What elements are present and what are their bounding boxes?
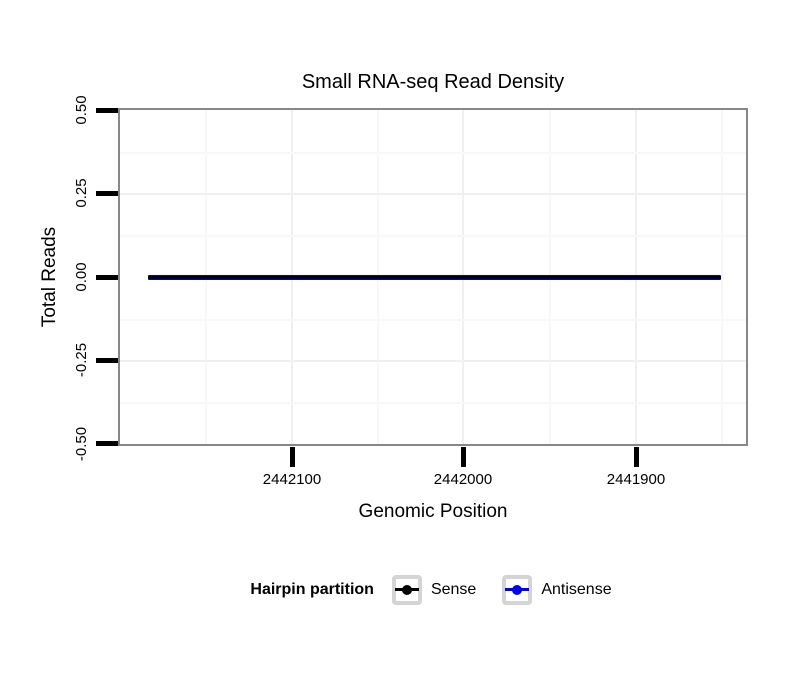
- legend-key-antisense: [502, 575, 533, 605]
- x-axis-tick: [290, 447, 295, 467]
- x-tick-label: 2442100: [262, 471, 322, 488]
- gridline-major-h: [120, 193, 746, 195]
- y-tick-label: -0.25: [73, 342, 90, 378]
- x-axis-title: Genomic Position: [358, 501, 508, 522]
- data-line-sense: [148, 276, 721, 279]
- y-tick-label: 0.25: [73, 178, 90, 208]
- antisense-dot-icon: [512, 585, 523, 595]
- y-axis-tick: [96, 441, 118, 446]
- legend-label-sense: Sense: [430, 581, 477, 598]
- y-tick-label: 0.00: [73, 262, 90, 292]
- plot-title: Small RNA-seq Read Density: [301, 71, 565, 93]
- gridline-minor-h: [120, 402, 746, 404]
- legend-label-antisense: Antisense: [541, 581, 612, 598]
- gridline-minor-h: [120, 235, 746, 237]
- x-axis-tick: [461, 447, 466, 467]
- gridline-minor-h: [120, 319, 746, 321]
- data-line-antisense: [148, 275, 721, 280]
- x-axis-tick: [634, 447, 639, 467]
- y-axis-tick: [96, 358, 118, 363]
- plot-panel-inner: [120, 110, 746, 444]
- legend: Hairpin partition Sense Antisense: [0, 575, 810, 605]
- legend-key-sense: [391, 575, 422, 605]
- x-tick-label: 2442000: [433, 471, 493, 488]
- legend-title: Hairpin partition: [250, 581, 374, 598]
- plot-panel: [118, 108, 748, 446]
- y-axis-tick: [96, 108, 118, 113]
- y-axis-title: Total Reads: [39, 226, 60, 328]
- gridline-major-h: [120, 360, 746, 362]
- gridline-minor-h: [120, 152, 746, 154]
- x-tick-label: 2441900: [606, 471, 666, 488]
- gridline-minor-v: [721, 110, 723, 444]
- y-tick-label: 0.50: [73, 95, 90, 125]
- y-axis-tick: [96, 191, 118, 196]
- y-tick-label: -0.50: [73, 426, 90, 462]
- sense-dot-icon: [401, 585, 412, 595]
- y-axis-tick: [96, 275, 118, 280]
